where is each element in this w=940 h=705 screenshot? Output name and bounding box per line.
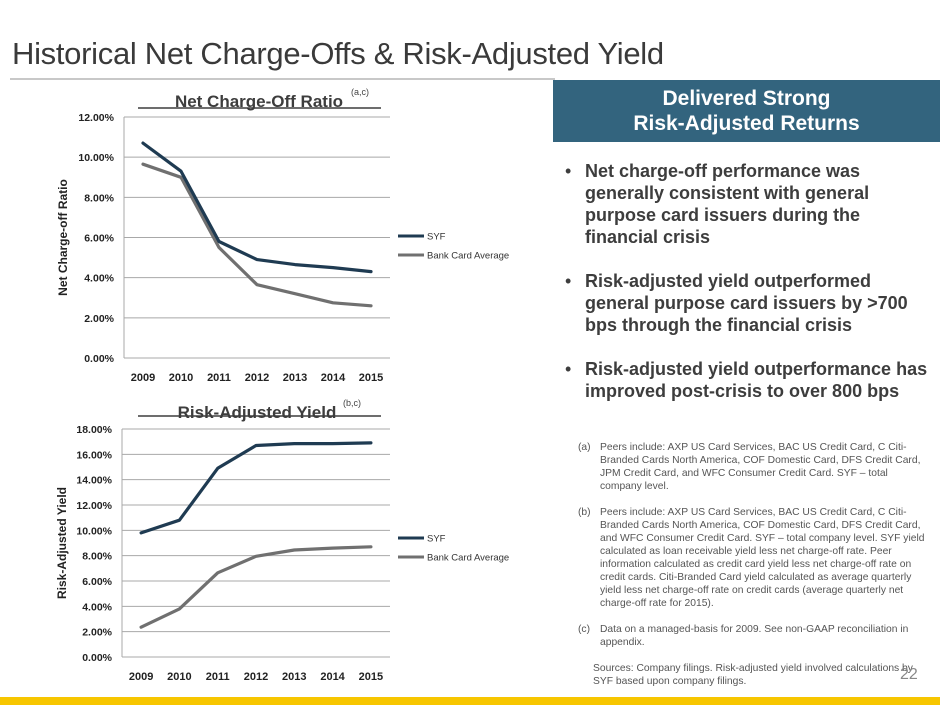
y-tick-label: 10.00% <box>76 525 112 537</box>
footnote-label: (b) <box>578 507 591 518</box>
y-tick-label: 10.00% <box>78 152 114 164</box>
y-tick-label: 6.00% <box>82 576 112 588</box>
footer-bar <box>0 697 940 705</box>
series-line-bank-card-average <box>141 162 373 308</box>
legend-label: Bank Card Average <box>427 251 509 262</box>
x-tick-label: 2015 <box>359 372 383 384</box>
footnotes: (a) Peers include: AXP US Card Services,… <box>578 441 928 688</box>
bullet-item: • Risk-adjusted yield outperformance has… <box>565 358 935 402</box>
sidebar-header: Delivered Strong Risk-Adjusted Returns <box>553 80 940 142</box>
x-tick-label: 2012 <box>244 671 268 683</box>
series-line-syf <box>139 441 373 535</box>
y-axis-label: Net Charge-off Ratio <box>56 179 70 296</box>
y-tick-label: 2.00% <box>82 627 112 639</box>
sources-note: Sources: Company filings. Risk-adjusted … <box>593 663 913 687</box>
x-tick-label: 2012 <box>245 372 269 384</box>
footnote-text: Peers include: AXP US Card Services, BAC… <box>600 442 921 492</box>
x-tick-label: 2010 <box>169 372 193 384</box>
chart-title: Net Charge-Off Ratio <box>175 92 343 111</box>
sidebar-header-line1: Delivered Strong <box>662 87 831 110</box>
bullet-item: • Net charge-off performance was general… <box>565 160 935 248</box>
sidebar-header-line2: Risk-Adjusted Returns <box>633 112 860 135</box>
chart-title-superscript: (b,c) <box>343 398 361 408</box>
bullet-text: Net charge-off performance was generally… <box>585 161 870 247</box>
bullet-item: • Risk-adjusted yield outperformed gener… <box>565 270 935 336</box>
x-tick-label: 2010 <box>167 671 191 683</box>
y-tick-label: 16.00% <box>76 449 112 461</box>
x-tick-label: 2009 <box>129 671 153 683</box>
x-tick-label: 2015 <box>359 671 383 683</box>
y-tick-label: 0.00% <box>84 353 114 365</box>
slide-title: Historical Net Charge-Offs & Risk-Adjust… <box>12 36 664 71</box>
series-line-syf <box>141 141 373 274</box>
y-axis-label: Risk-Adjusted Yield <box>55 487 69 599</box>
bullet-list: • Net charge-off performance was general… <box>565 160 935 424</box>
legend-label: SYF <box>427 232 446 243</box>
y-tick-label: 8.00% <box>82 551 112 563</box>
footnote-c: (c) Data on a managed-basis for 2009. Se… <box>578 623 928 649</box>
footnote-text: Peers include: AXP US Card Services, BAC… <box>600 507 925 609</box>
y-tick-label: 18.00% <box>76 424 112 436</box>
y-tick-label: 14.00% <box>76 475 112 487</box>
bullet-symbol: • <box>565 161 572 181</box>
y-tick-label: 8.00% <box>84 192 114 204</box>
y-tick-label: 6.00% <box>84 233 114 245</box>
x-tick-label: 2011 <box>207 372 231 384</box>
y-tick-label: 4.00% <box>84 273 114 285</box>
charts-area: Net Charge-Off Ratio (a,c) 0.00% 2.00% 4.00%… <box>55 87 509 683</box>
y-tick-label: 12.00% <box>76 500 112 512</box>
page-number: 22 <box>900 666 918 683</box>
y-tick-label: 0.00% <box>82 652 112 664</box>
series-line-bank-card-average <box>139 545 373 629</box>
footnote-b: (b) Peers include: AXP US Card Services,… <box>578 506 928 610</box>
x-tick-label: 2013 <box>282 671 306 683</box>
chart-title-superscript: (a,c) <box>351 87 369 97</box>
legend-label: Bank Card Average <box>427 553 509 564</box>
x-tick-label: 2013 <box>283 372 307 384</box>
footnote-text: Data on a managed-basis for 2009. See no… <box>600 624 909 648</box>
x-tick-label: 2014 <box>321 372 346 384</box>
footnote-a: (a) Peers include: AXP US Card Services,… <box>578 441 928 493</box>
x-tick-label: 2011 <box>206 671 230 683</box>
footnote-label: (c) <box>578 624 591 635</box>
bullet-symbol: • <box>565 271 572 291</box>
bullet-text: Risk-adjusted yield outperformed general… <box>585 271 908 335</box>
title-divider <box>10 78 555 80</box>
y-tick-label: 4.00% <box>82 601 112 613</box>
legend-label: SYF <box>427 534 446 545</box>
x-tick-label: 2014 <box>320 671 345 683</box>
chart-title: Risk-Adjusted Yield <box>178 403 337 422</box>
y-tick-label: 12.00% <box>78 112 114 124</box>
bullet-symbol: • <box>565 359 572 379</box>
x-tick-label: 2009 <box>131 372 155 384</box>
y-tick-label: 2.00% <box>84 313 114 325</box>
bullet-text: Risk-adjusted yield outperformance has i… <box>585 359 928 401</box>
footnote-label: (a) <box>578 442 591 453</box>
